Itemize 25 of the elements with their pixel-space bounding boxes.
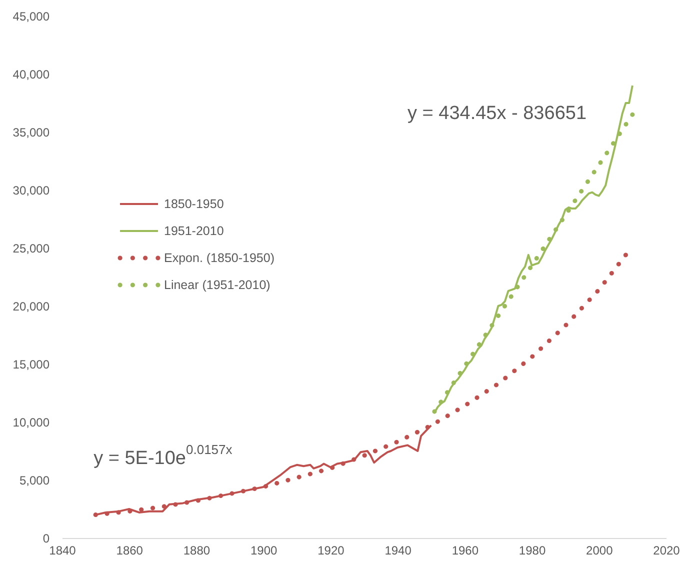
x-tick-label: 1940	[384, 544, 412, 558]
y-tick-label: 40,000	[12, 68, 50, 82]
annotation: y = 434.45x - 836651	[407, 103, 587, 124]
y-tick-label: 5,000	[19, 474, 50, 488]
x-tick-label: 1900	[250, 544, 278, 558]
y-tick-label: 25,000	[12, 242, 50, 256]
x-tick-label: 2020	[653, 544, 680, 558]
x-tick-label: 1860	[116, 544, 144, 558]
y-tick-label: 15,000	[12, 358, 50, 372]
x-tick-label: 2000	[586, 544, 614, 558]
y-tick-label: 10,000	[12, 416, 50, 430]
legend-label: Expon. (1850-1950)	[164, 251, 274, 265]
x-tick-label: 1920	[318, 544, 345, 558]
legend-label: 1951-2010	[164, 224, 224, 238]
x-tick-label: 1980	[518, 544, 546, 558]
x-tick-label: 1840	[49, 544, 76, 558]
y-tick-label: 30,000	[12, 184, 50, 198]
legend-label: Linear (1951-2010)	[164, 278, 270, 292]
y-tick-label: 45,000	[12, 10, 50, 24]
y-tick-label: 35,000	[12, 126, 50, 140]
x-tick-label: 1880	[183, 544, 210, 558]
y-tick-label: 20,000	[12, 300, 50, 314]
y-tick-label: 0	[42, 532, 50, 546]
legend-label: 1850-1950	[164, 197, 224, 211]
x-tick-label: 1960	[452, 544, 479, 558]
